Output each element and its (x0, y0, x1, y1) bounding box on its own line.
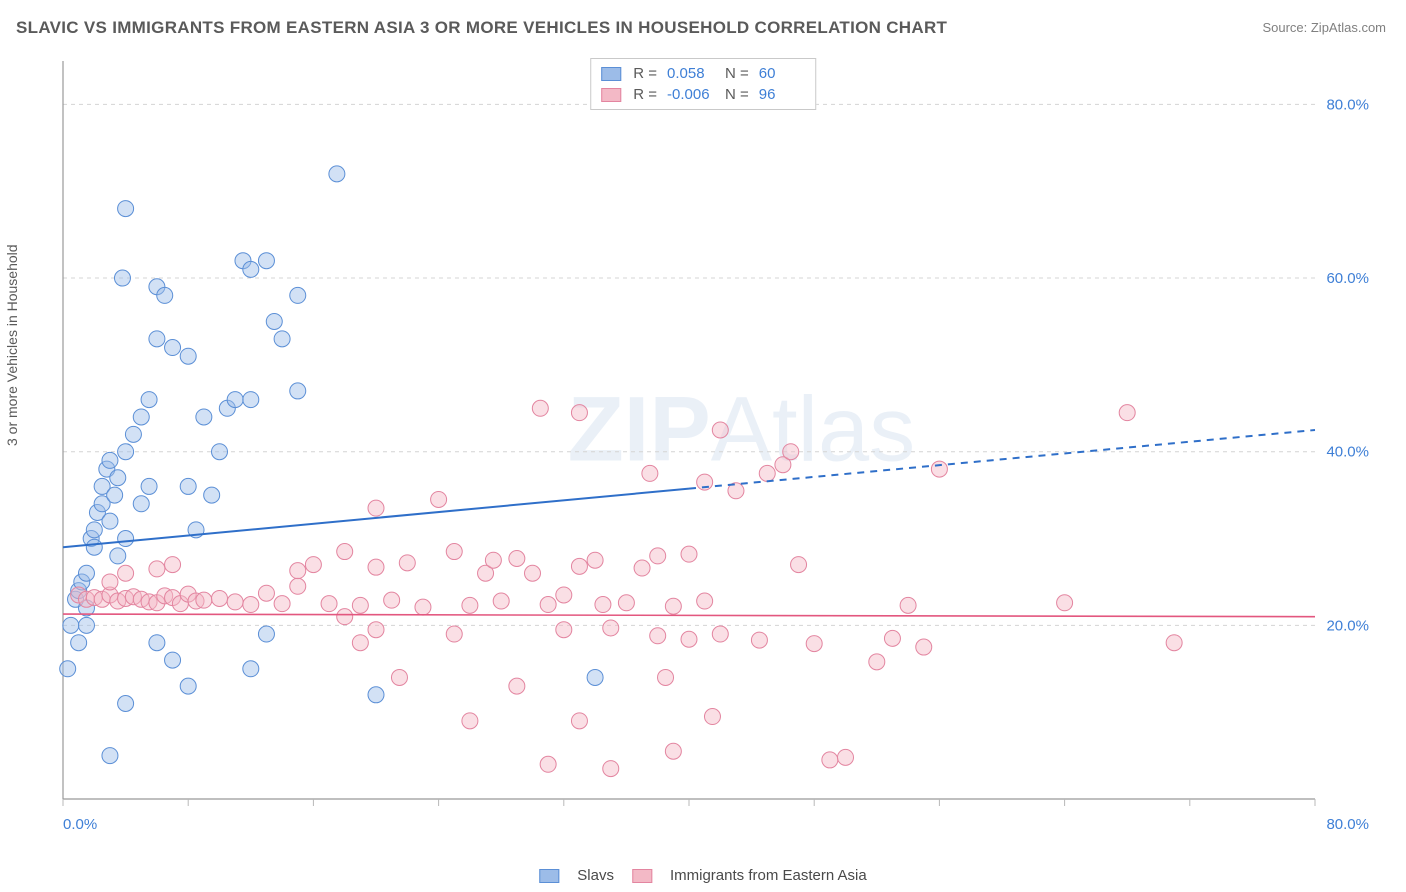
chart-title: SLAVIC VS IMMIGRANTS FROM EASTERN ASIA 3… (16, 18, 947, 38)
svg-text:ZIPAtlas: ZIPAtlas (568, 379, 916, 481)
legend-series: Slavs Immigrants from Eastern Asia (539, 867, 866, 884)
legend-swatch-pink (632, 869, 652, 883)
stat-n-label: N = (725, 86, 749, 103)
stat-r-value: -0.006 (667, 86, 713, 103)
chart-container: SLAVIC VS IMMIGRANTS FROM EASTERN ASIA 3… (0, 0, 1406, 892)
svg-text:80.0%: 80.0% (1326, 96, 1369, 113)
legend-stats-row: R = 0.058 N = 60 (601, 63, 805, 84)
legend-label: Immigrants from Eastern Asia (670, 867, 867, 884)
stat-n-value: 60 (759, 65, 805, 82)
legend-swatch-blue (601, 67, 621, 81)
stat-r-label: R = (633, 65, 657, 82)
stat-r-value: 0.058 (667, 65, 713, 82)
svg-text:60.0%: 60.0% (1326, 270, 1369, 287)
y-axis-label: 3 or more Vehicles in Household (4, 244, 20, 446)
source-attribution: Source: ZipAtlas.com (1262, 20, 1386, 35)
plot-area: ZIPAtlas 20.0% 40.0% 60.0% 80.0% 0.0% 80.0% (55, 55, 1375, 835)
svg-text:80.0%: 80.0% (1326, 816, 1369, 833)
svg-text:0.0%: 0.0% (63, 816, 97, 833)
legend-swatch-pink (601, 88, 621, 102)
legend-swatch-blue (539, 869, 559, 883)
stat-n-value: 96 (759, 86, 805, 103)
legend-stats-row: R = -0.006 N = 96 (601, 84, 805, 105)
legend-label: Slavs (577, 867, 614, 884)
svg-text:20.0%: 20.0% (1326, 617, 1369, 634)
scatter-chart-svg: ZIPAtlas 20.0% 40.0% 60.0% 80.0% 0.0% 80.0% (55, 55, 1375, 835)
svg-text:40.0%: 40.0% (1326, 444, 1369, 461)
stat-n-label: N = (725, 65, 749, 82)
stat-r-label: R = (633, 86, 657, 103)
legend-stats: R = 0.058 N = 60 R = -0.006 N = 96 (590, 58, 816, 110)
